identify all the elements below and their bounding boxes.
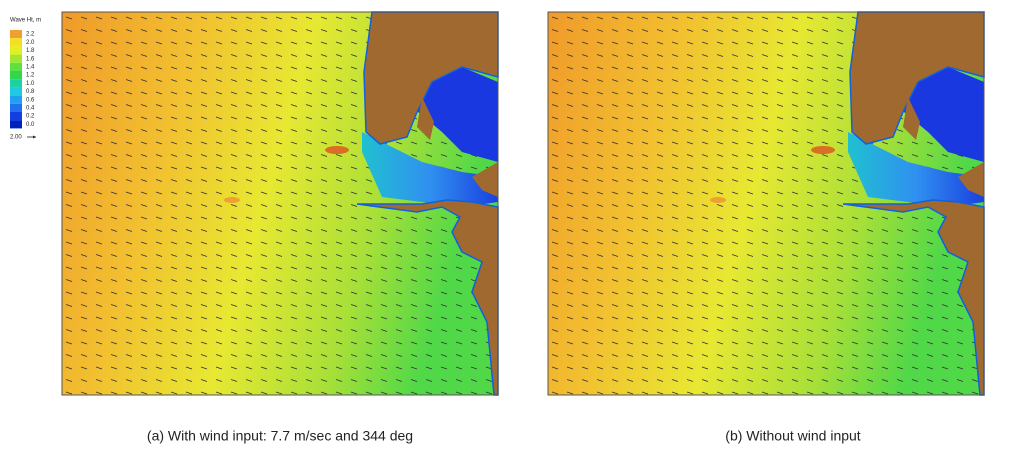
legend-title: Wave Ht, m [10, 18, 41, 24]
legend-swatch [10, 46, 22, 55]
legend-label: 2.2 [26, 32, 35, 38]
vector-scale-arrowhead [33, 135, 36, 139]
caption: (b) Without wind input [725, 428, 861, 444]
legend-swatch [10, 112, 22, 121]
legend-swatch [10, 103, 22, 112]
legend-label: 1.6 [26, 56, 35, 62]
legend: 2.2 2.0 1.8 1.6 1.4 1.2 1.0 0.8 0.6 0.4 0.2 0.0 [10, 30, 35, 129]
legend-label: 1.0 [26, 81, 35, 87]
legend-swatch [10, 62, 22, 71]
legend-swatch [10, 54, 22, 63]
legend-label: 0.0 [26, 122, 35, 128]
vector-scale-label: 2.00 [10, 135, 22, 141]
legend-label: 1.4 [26, 64, 35, 70]
legend-swatch [10, 120, 22, 129]
legend-label: 1.2 [26, 73, 35, 79]
legend-label: 0.8 [26, 89, 35, 95]
map-panel-b [547, 11, 985, 396]
legend-label: 0.2 [26, 114, 35, 120]
legend-label: 0.6 [26, 97, 35, 103]
legend-swatch [10, 38, 22, 47]
legend-label: 1.8 [26, 48, 35, 54]
legend-swatch [10, 30, 22, 39]
caption: (a) With wind input: 7.7 m/sec and 344 d… [147, 428, 413, 444]
legend-swatch [10, 87, 22, 96]
legend-swatch [10, 71, 22, 80]
legend-swatch [10, 79, 22, 88]
legend-swatch [10, 95, 22, 104]
map-panel-a [61, 11, 499, 396]
legend-label: 0.4 [26, 105, 35, 111]
legend-label: 2.0 [26, 40, 35, 46]
